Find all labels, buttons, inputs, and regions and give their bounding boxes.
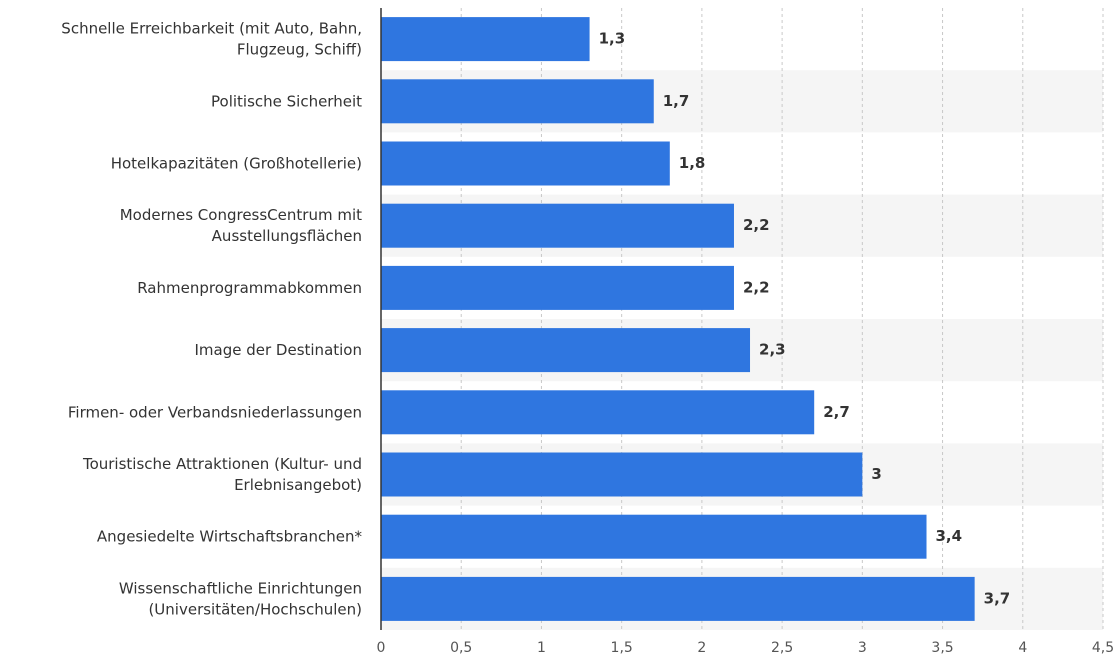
bar[interactable]: [381, 514, 927, 559]
value-label: 2,2: [743, 278, 770, 296]
x-tick-label: 4: [1018, 640, 1027, 656]
bar[interactable]: [381, 265, 734, 310]
category-label: Schnelle Erreichbarkeit (mit Auto, Bahn,…: [61, 19, 362, 58]
bar[interactable]: [381, 17, 590, 62]
bar[interactable]: [381, 390, 815, 435]
value-label: 1,7: [663, 92, 690, 110]
value-label: 1,8: [679, 154, 706, 172]
bar[interactable]: [381, 452, 863, 497]
category-label: Politische Sicherheit: [211, 92, 362, 110]
value-label: 3,7: [984, 589, 1011, 607]
x-tick-label: 0: [377, 640, 386, 656]
value-label: 1,3: [599, 30, 626, 48]
x-tick-label: 3,5: [931, 640, 953, 656]
category-label: Hotelkapazitäten (Großhotellerie): [111, 154, 362, 172]
value-label: 3: [871, 465, 881, 483]
x-tick-label: 0,5: [450, 640, 472, 656]
category-label: Image der Destination: [194, 341, 362, 359]
bar[interactable]: [381, 79, 654, 124]
x-tick-label: 1,5: [611, 640, 633, 656]
category-label: Rahmenprogrammabkommen: [137, 278, 362, 296]
x-tick-label: 1: [537, 640, 546, 656]
value-label: 2,7: [823, 403, 850, 421]
bar[interactable]: [381, 328, 751, 373]
value-label: 2,2: [743, 216, 770, 234]
bar[interactable]: [381, 576, 975, 621]
category-label: Firmen- oder Verbandsniederlassungen: [68, 403, 362, 421]
bar[interactable]: [381, 203, 734, 248]
value-label: 2,3: [759, 341, 786, 359]
category-label: Angesiedelte Wirtschaftsbranchen*: [97, 527, 363, 545]
category-label: Modernes CongressCentrum mit Ausstellungs…: [120, 206, 362, 245]
category-label: Touristische Attraktionen (Kultur- und Er…: [82, 455, 362, 494]
category-label: Wissenschaftliche Einrichtungen (Universi…: [119, 579, 362, 618]
x-tick-label: 4,5: [1092, 640, 1114, 656]
bar[interactable]: [381, 141, 670, 186]
x-tick-label: 2: [697, 640, 706, 656]
x-tick-label: 3: [858, 640, 867, 656]
x-tick-label: 2,5: [771, 640, 793, 656]
value-label: 3,4: [936, 527, 963, 545]
